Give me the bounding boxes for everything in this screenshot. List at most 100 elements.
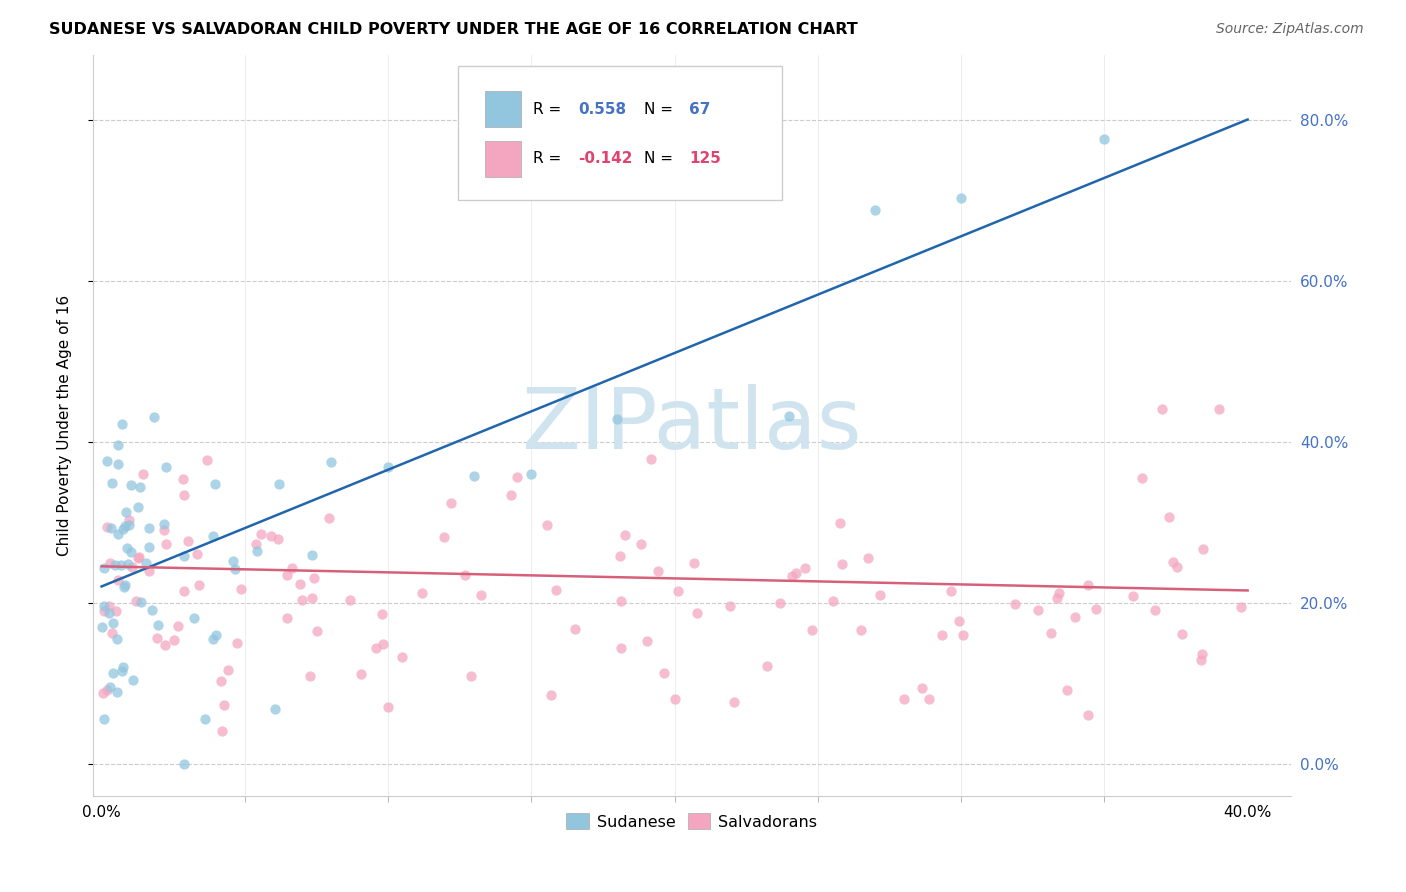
Point <box>93 561 115 575</box>
Point <box>610 593 633 607</box>
Point <box>118 513 141 527</box>
Point <box>941 584 963 599</box>
Point <box>686 606 709 620</box>
Point <box>173 756 195 771</box>
Point <box>177 534 200 549</box>
Point <box>544 583 567 598</box>
Point <box>202 632 225 646</box>
Point <box>202 529 225 543</box>
Point <box>350 667 373 681</box>
Point <box>299 669 322 683</box>
Point <box>821 593 844 607</box>
Bar <box>485 91 520 127</box>
Text: N =: N = <box>644 152 678 166</box>
Point <box>948 614 970 628</box>
Point <box>117 558 139 572</box>
Point <box>172 472 194 486</box>
Point <box>718 599 741 614</box>
Point <box>785 566 807 580</box>
Point <box>96 520 118 534</box>
Point <box>1144 603 1167 617</box>
Point <box>756 658 779 673</box>
Point <box>195 453 218 467</box>
Point <box>630 536 652 550</box>
Point <box>101 615 124 630</box>
Point <box>211 724 233 739</box>
Point <box>146 631 169 645</box>
Point <box>98 681 121 695</box>
Point <box>640 451 662 466</box>
Point <box>212 698 235 712</box>
Point <box>226 636 249 650</box>
Point <box>224 562 246 576</box>
Point <box>276 611 298 625</box>
Point <box>1077 578 1099 592</box>
Point <box>364 640 387 655</box>
Point <box>540 688 562 702</box>
Point <box>1150 402 1173 417</box>
Point <box>183 611 205 625</box>
Point <box>153 523 176 537</box>
Point <box>194 712 217 726</box>
Point <box>1046 591 1069 605</box>
Text: -0.142: -0.142 <box>578 152 633 166</box>
Point <box>950 191 973 205</box>
Point <box>1004 597 1026 611</box>
Point <box>173 488 195 502</box>
Text: R =: R = <box>533 102 565 117</box>
Point <box>110 558 132 572</box>
Point <box>613 528 636 542</box>
Point <box>301 548 323 562</box>
Point <box>107 438 129 452</box>
Point <box>114 505 136 519</box>
Point <box>217 663 239 677</box>
Point <box>318 510 340 524</box>
Text: SUDANESE VS SALVADORAN CHILD POVERTY UNDER THE AGE OF 16 CORRELATION CHART: SUDANESE VS SALVADORAN CHILD POVERTY UND… <box>49 22 858 37</box>
Point <box>132 467 155 481</box>
Point <box>138 540 160 554</box>
Point <box>1122 589 1144 603</box>
Point <box>163 632 186 647</box>
Point <box>142 409 165 424</box>
Point <box>291 593 314 607</box>
Point <box>111 664 134 678</box>
Point <box>610 641 633 656</box>
Point <box>101 476 124 491</box>
Point <box>231 582 253 597</box>
Point <box>778 409 800 424</box>
Point <box>281 560 304 574</box>
Point <box>209 673 232 688</box>
Point <box>692 169 714 183</box>
Point <box>499 488 522 502</box>
Point <box>1191 647 1213 661</box>
Point <box>377 700 399 714</box>
Point <box>122 673 145 687</box>
Y-axis label: Child Poverty Under the Age of 16: Child Poverty Under the Age of 16 <box>58 295 72 556</box>
Point <box>1040 626 1063 640</box>
Point <box>288 577 311 591</box>
Point <box>120 545 142 559</box>
Point <box>107 573 129 587</box>
Point <box>141 603 163 617</box>
Point <box>606 412 628 426</box>
Point <box>100 521 122 535</box>
Point <box>1171 627 1194 641</box>
Point <box>115 541 138 555</box>
Point <box>1163 555 1185 569</box>
Point <box>153 638 176 652</box>
Point <box>723 695 745 709</box>
Point <box>1084 602 1107 616</box>
Point <box>564 622 586 636</box>
Point <box>664 692 686 706</box>
Point <box>111 417 134 431</box>
Point <box>127 500 149 515</box>
Point <box>128 480 150 494</box>
Point <box>105 685 128 699</box>
Point <box>470 588 492 602</box>
Point <box>125 593 148 607</box>
Point <box>155 460 177 475</box>
Point <box>952 627 974 641</box>
Point <box>460 669 482 683</box>
Point <box>250 526 273 541</box>
Text: 0.558: 0.558 <box>578 102 626 117</box>
